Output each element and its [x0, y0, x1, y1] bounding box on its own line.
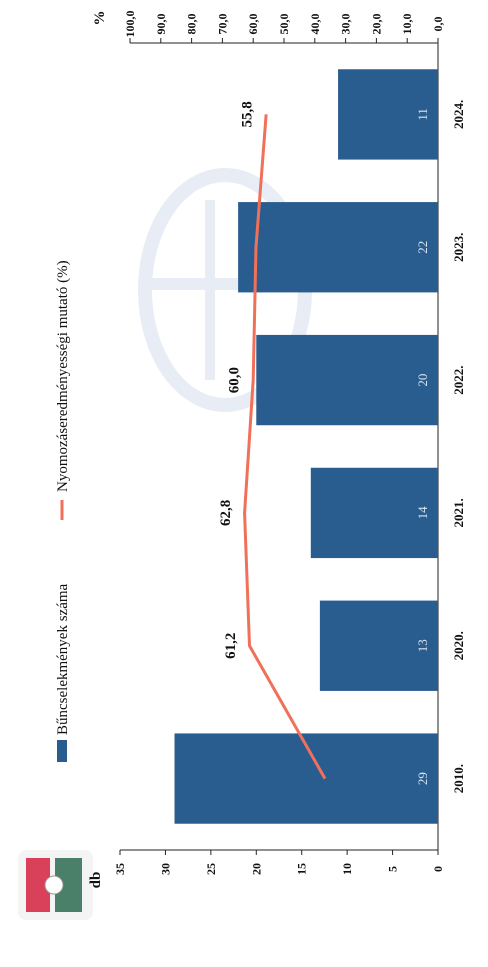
bar-value-label: 29 [415, 772, 430, 785]
right-axis-tick-label: 100,0 [123, 11, 137, 38]
bar [256, 335, 438, 425]
line-value-label: 62,8 [218, 500, 234, 526]
right-axis-unit: % [92, 11, 108, 26]
left-axis-tick-label: 30 [158, 863, 172, 875]
bar-value-label: 14 [415, 506, 430, 520]
category-label: 2010. [451, 764, 466, 793]
category-label: 2024. [451, 100, 466, 129]
line-value-label: 55,8 [240, 101, 256, 127]
right-axis-tick-label: 70,0 [215, 14, 229, 35]
right-axis-tick-label: 10,0 [400, 14, 414, 35]
left-axis-tick-label: 10 [340, 863, 354, 875]
bar-value-label: 22 [415, 241, 430, 254]
line-value-label: 60,0 [227, 367, 243, 393]
left-axis-tick-label: 15 [295, 863, 309, 875]
bar-value-label: 13 [415, 639, 430, 652]
right-axis-tick-label: 90,0 [154, 14, 168, 35]
left-axis-unit: db [88, 872, 104, 889]
right-axis-tick-label: 0,0 [431, 17, 445, 32]
legend-label-bar: Bűncselekmények száma [55, 583, 71, 735]
logo [18, 850, 93, 920]
bar [238, 202, 438, 292]
category-label: 2021. [451, 498, 466, 527]
left-axis-tick-label: 25 [204, 863, 218, 875]
left-axis-tick-label: 20 [249, 863, 263, 875]
right-axis-tick-label: 80,0 [185, 14, 199, 35]
line-value-label: 61,2 [223, 633, 239, 659]
category-label: 2020. [451, 631, 466, 660]
category-label: 2023. [451, 233, 466, 262]
right-axis-tick-label: 30,0 [339, 14, 353, 35]
legend-swatch-bar [57, 740, 67, 762]
left-axis-tick-label: 35 [113, 863, 127, 875]
right-axis-tick-label: 60,0 [246, 14, 260, 35]
left-axis-tick-label: 5 [386, 866, 400, 872]
right-axis-tick-label: 40,0 [308, 14, 322, 35]
bar-value-label: 20 [415, 374, 430, 387]
right-axis-tick-label: 20,0 [369, 14, 383, 35]
left-axis-tick-label: 0 [431, 866, 445, 872]
bar-value-label: 11 [415, 108, 430, 121]
legend-label-line: Nyomozáseredményességi mutató (%) [55, 260, 71, 492]
legend: Bűncselekmények száma Nyomozáseredményess… [55, 260, 71, 762]
category-label: 2022. [451, 365, 466, 394]
right-axis-tick-label: 50,0 [277, 14, 291, 35]
